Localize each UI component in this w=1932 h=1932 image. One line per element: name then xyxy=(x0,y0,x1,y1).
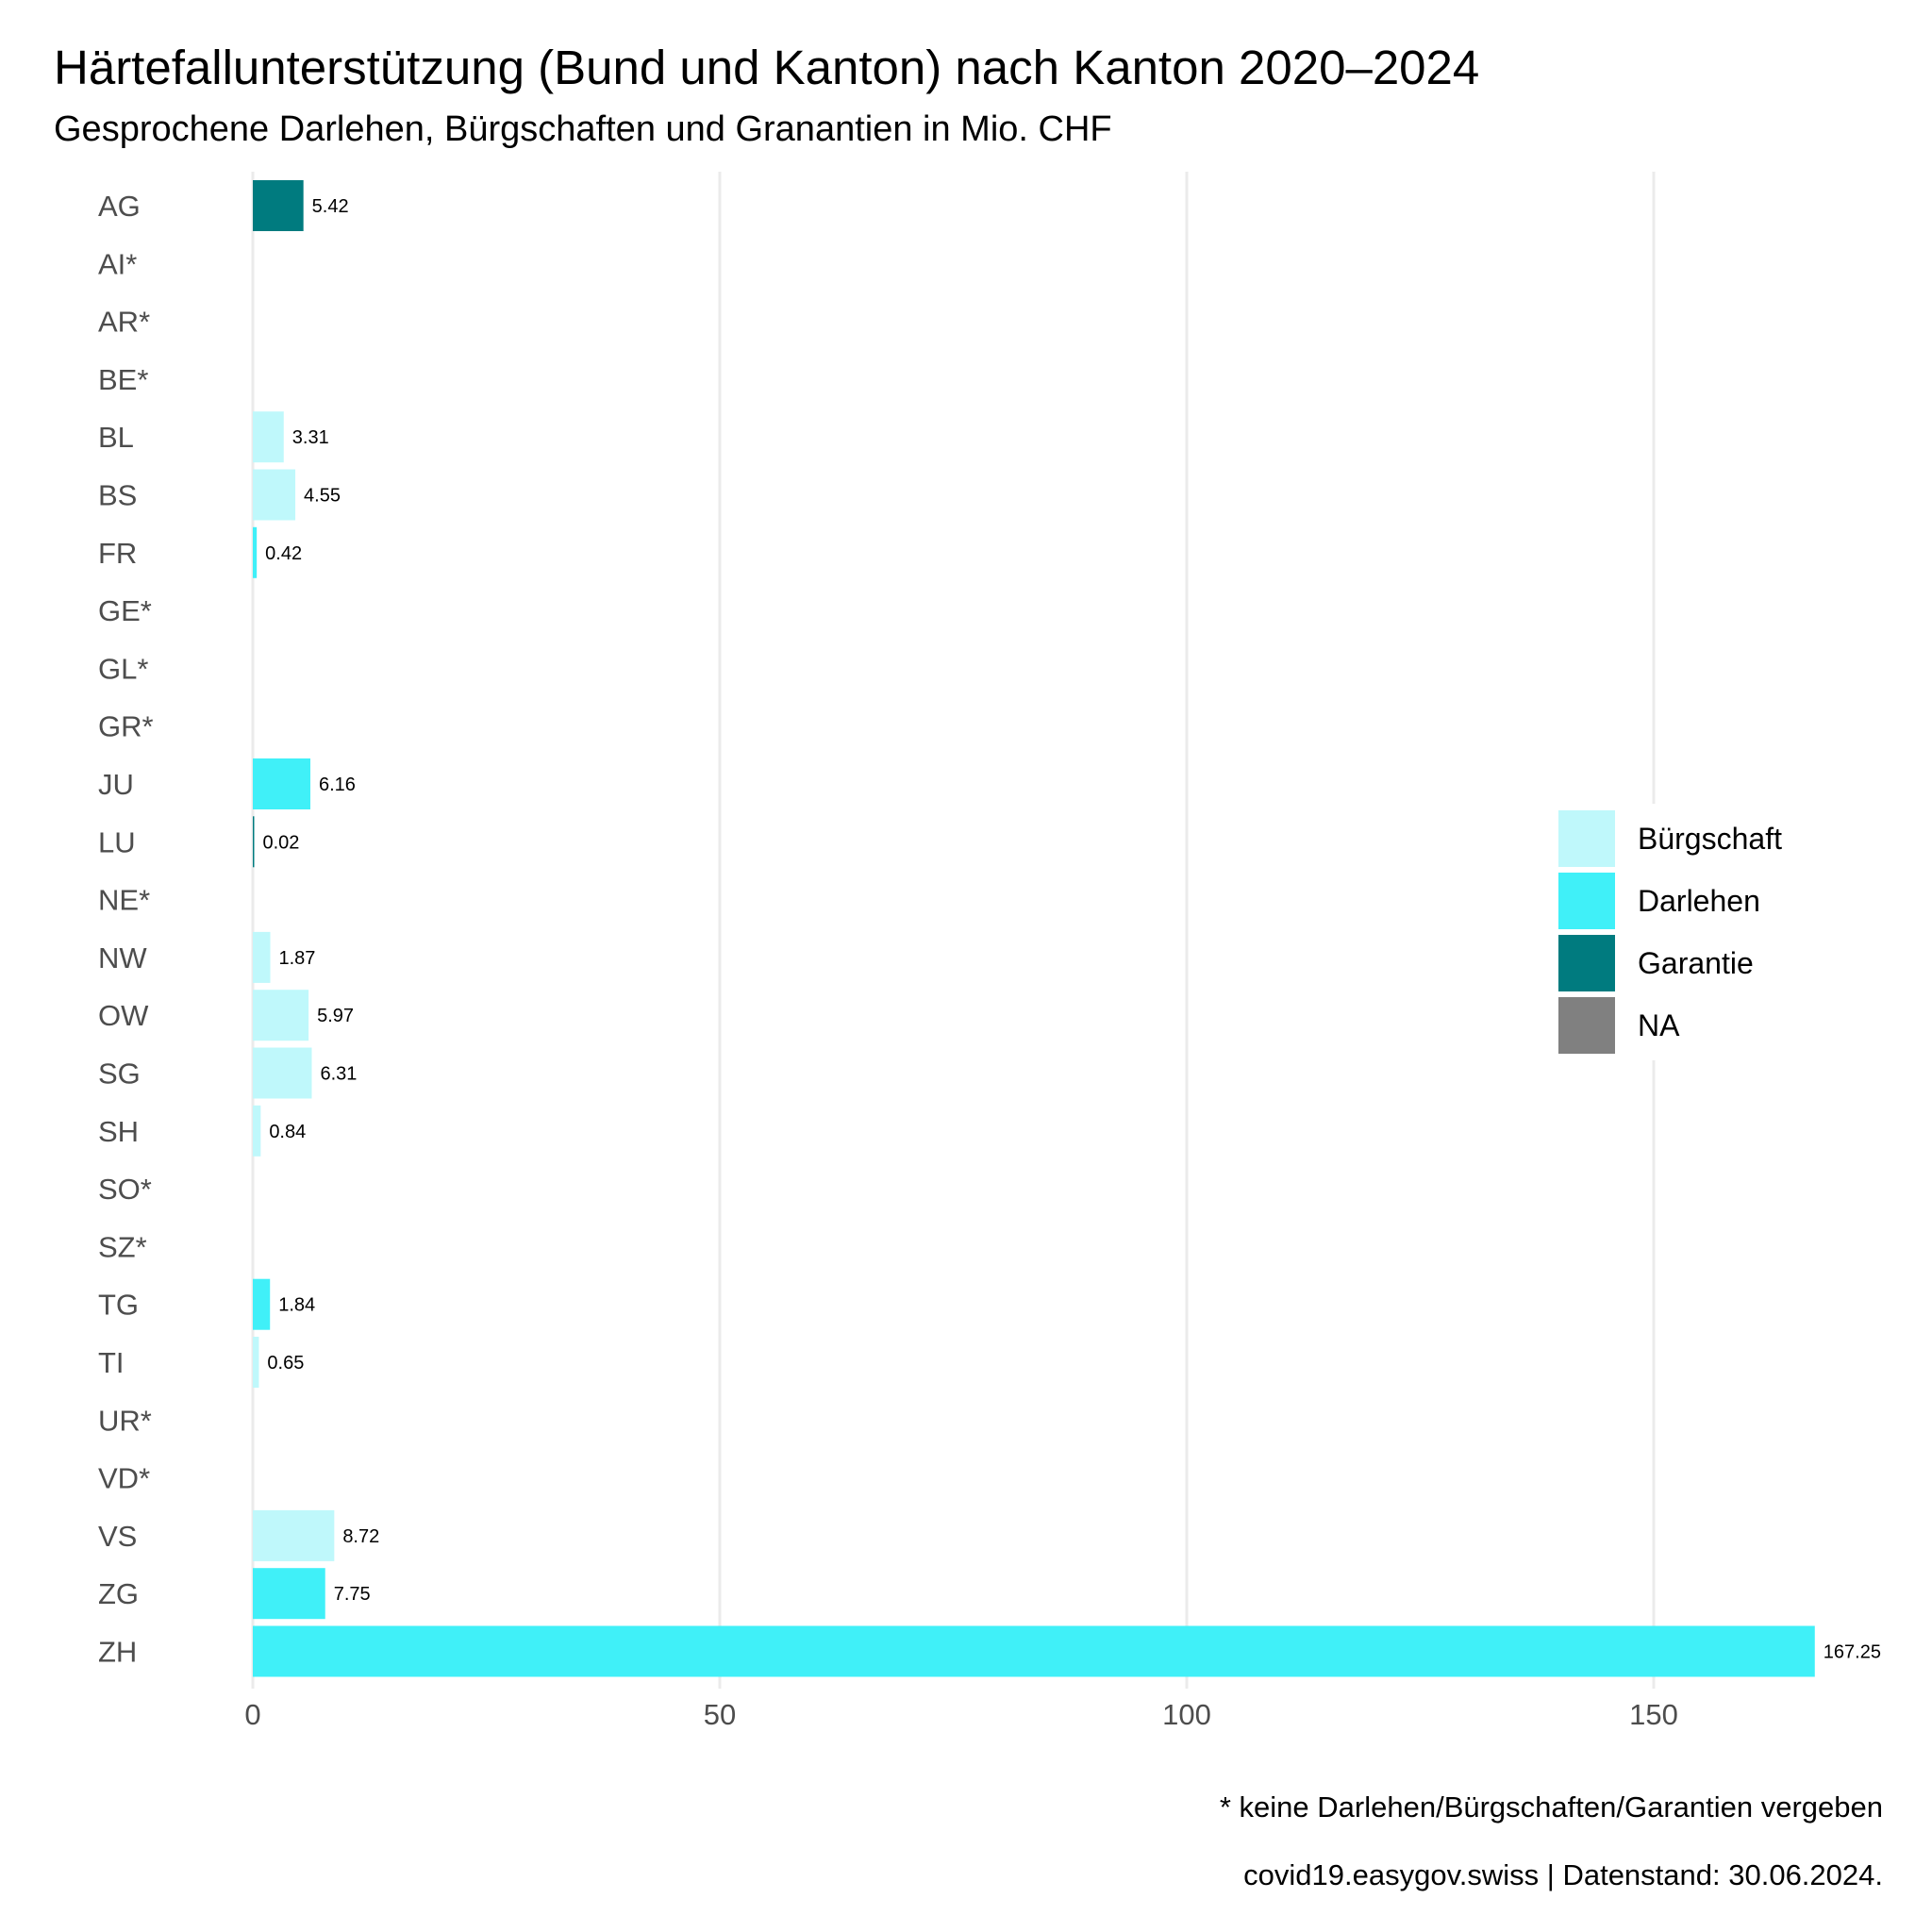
data-label: 0.42 xyxy=(265,543,302,564)
bar xyxy=(253,526,258,578)
legend-label: Bürgschaft xyxy=(1638,821,1782,856)
caption-source: covid19.easygov.swiss | Datenstand: 30.0… xyxy=(1243,1858,1883,1891)
x-tick-label: 50 xyxy=(704,1698,736,1731)
data-label: 6.16 xyxy=(319,774,356,795)
legend-item: Garantie xyxy=(1558,932,1782,994)
y-tick-label: AR* xyxy=(98,306,150,339)
x-tick-label: 100 xyxy=(1162,1698,1211,1731)
legend-label: NA xyxy=(1638,1008,1680,1042)
bar xyxy=(253,1278,271,1330)
y-tick-label: ZG xyxy=(98,1577,139,1610)
data-label: 0.65 xyxy=(267,1353,304,1374)
data-label: 4.55 xyxy=(304,486,341,507)
bar xyxy=(253,1105,261,1157)
y-tick-label: TI xyxy=(98,1346,125,1379)
caption-note: * keine Darlehen/Bürgschaften/Garantien … xyxy=(1219,1790,1883,1824)
bar xyxy=(253,469,296,521)
bar xyxy=(253,1337,259,1388)
y-tick-label: SZ* xyxy=(98,1230,147,1263)
y-tick-label: GL* xyxy=(98,652,148,685)
legend-key xyxy=(1558,935,1615,991)
bar xyxy=(253,1568,325,1620)
bar xyxy=(253,1047,312,1099)
data-label: 167.25 xyxy=(1824,1642,1881,1663)
data-label: 7.75 xyxy=(334,1584,371,1605)
y-tick-label: NE* xyxy=(98,884,150,917)
bar xyxy=(253,1509,335,1561)
y-tick-label: ZH xyxy=(98,1636,137,1669)
data-label: 6.31 xyxy=(320,1064,357,1085)
legend-item: Bürgschaft xyxy=(1558,808,1782,870)
y-tick-label: OW xyxy=(98,999,149,1032)
bar xyxy=(253,1625,1815,1677)
y-tick-label: VD* xyxy=(98,1462,150,1495)
y-tick-label: JU xyxy=(98,768,134,801)
bar xyxy=(253,990,309,1041)
legend-label: Garantie xyxy=(1638,945,1754,980)
y-tick-label: AI* xyxy=(98,247,137,280)
legend-label: Darlehen xyxy=(1638,883,1760,918)
y-tick-label: BS xyxy=(98,479,137,512)
y-tick-label: BL xyxy=(98,421,134,454)
y-tick-label: BE* xyxy=(98,363,148,396)
chart-title: Härtefallunterstützung (Bund und Kanton)… xyxy=(54,41,1480,94)
bar xyxy=(253,180,304,231)
bar xyxy=(253,931,271,983)
data-label: 8.72 xyxy=(342,1526,379,1547)
y-tick-label: VS xyxy=(98,1520,137,1553)
data-label: 1.84 xyxy=(278,1295,315,1316)
data-label: 3.31 xyxy=(292,427,329,448)
data-label: 5.97 xyxy=(317,1006,354,1026)
x-tick-label: 0 xyxy=(244,1698,260,1731)
data-label: 0.84 xyxy=(269,1122,306,1142)
y-tick-label: AG xyxy=(98,190,141,223)
chart-subtitle: Gesprochene Darlehen, Bürgschaften und G… xyxy=(54,109,1112,149)
data-label: 1.87 xyxy=(279,948,316,969)
data-label: 5.42 xyxy=(312,196,349,217)
legend-key xyxy=(1558,997,1615,1054)
data-label: 0.02 xyxy=(263,832,300,853)
legend-key xyxy=(1558,873,1615,929)
y-tick-label: TG xyxy=(98,1289,139,1322)
y-tick-label: GE* xyxy=(98,594,152,627)
legend-key xyxy=(1558,810,1615,867)
y-tick-label: SO* xyxy=(98,1173,152,1206)
bar xyxy=(253,411,284,463)
y-tick-label: SH xyxy=(98,1115,139,1148)
x-tick-label: 150 xyxy=(1629,1698,1678,1731)
y-tick-label: FR xyxy=(98,537,137,570)
y-tick-label: NW xyxy=(98,941,147,974)
legend-item: NA xyxy=(1558,994,1782,1057)
legend-item: Darlehen xyxy=(1558,870,1782,932)
y-tick-label: LU xyxy=(98,825,136,858)
y-tick-label: GR* xyxy=(98,710,154,743)
bar xyxy=(253,816,255,868)
y-tick-label: SG xyxy=(98,1058,141,1091)
y-tick-label: UR* xyxy=(98,1404,152,1437)
legend: Bürgschaft Darlehen Garantie NA xyxy=(1558,804,1782,1060)
bar xyxy=(253,758,310,809)
